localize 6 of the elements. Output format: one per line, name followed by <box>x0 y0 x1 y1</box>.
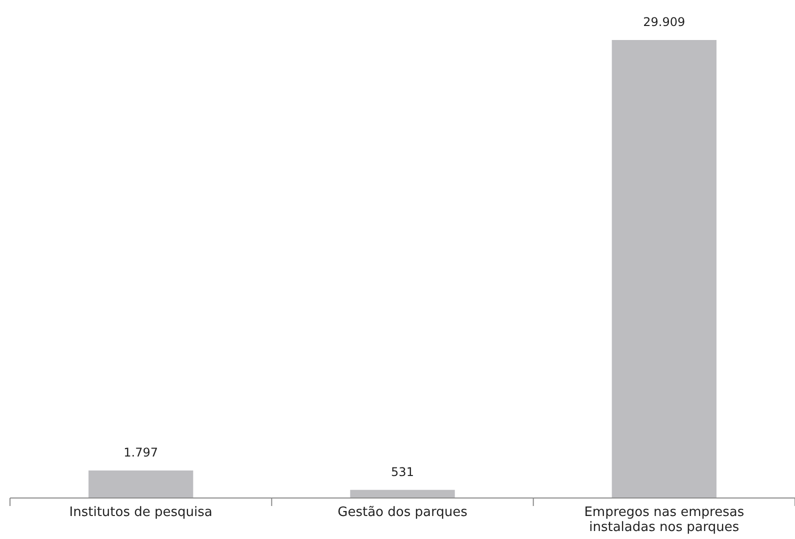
x-tick-label: Institutos de pesquisa <box>69 505 212 520</box>
x-tick-label: Empregos nas empresas instaladas nos parques <box>584 505 744 535</box>
data-label: 531 <box>391 464 414 479</box>
data-label: 29.909 <box>643 15 686 29</box>
x-tick-label: Gestão dos parques <box>338 505 468 520</box>
data-label: 1.797 <box>124 445 158 460</box>
